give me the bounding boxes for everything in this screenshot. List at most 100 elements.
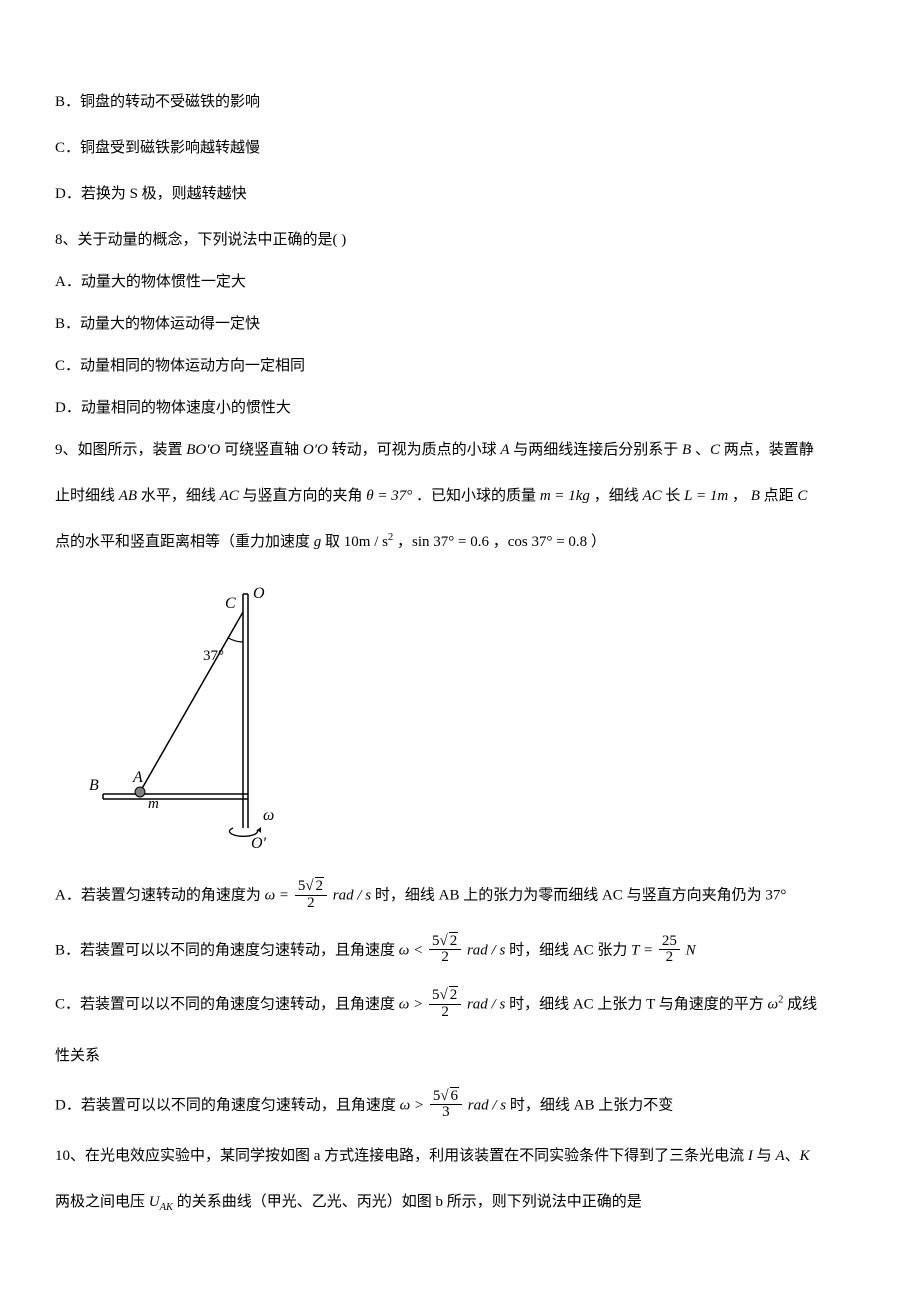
text: 点的水平和竖直距离相等（重力加速度 — [55, 534, 314, 550]
text: ．已知小球的质量 — [412, 488, 540, 504]
text: ，细线 — [590, 488, 643, 504]
seg-ab: AB — [119, 488, 137, 504]
q8-stem: 8、关于动量的概念，下列说法中正确的是( ) — [55, 228, 865, 252]
text: D．若装置可以以不同的角速度匀速转动，且角速度 — [55, 1097, 400, 1113]
text: 、 — [691, 442, 710, 458]
text: 与 — [753, 1148, 776, 1164]
text: 两点，装置静 — [720, 442, 814, 458]
unit: rad / s — [467, 997, 505, 1013]
point-a: A — [500, 442, 509, 458]
unit: rad / s — [468, 1097, 506, 1113]
frac-den: 2 — [659, 950, 680, 966]
seg-ac: AC — [220, 488, 239, 504]
label-angle: 37° — [203, 648, 224, 664]
text: 时，细线 AB 上的张力为零而细线 AC 与竖直方向夹角仍为 37° — [371, 888, 786, 904]
q8-option-a: A．动量大的物体惯性一定大 — [55, 270, 865, 294]
text: 两极之间电压 — [55, 1194, 149, 1210]
text: ， — [393, 534, 412, 550]
omega2: ω — [768, 997, 779, 1013]
frac-num: 25 — [659, 934, 680, 951]
frac-num: 5√2 — [429, 934, 461, 951]
label-oprime: O′ — [251, 835, 267, 852]
text: 可绕竖直轴 — [220, 442, 303, 458]
axis-symbol: BO′O — [186, 442, 220, 458]
label-o: O — [253, 585, 265, 602]
q7-option-d: D．若换为 S 极，则越转越快 — [55, 182, 865, 206]
fraction: 5√6 3 — [430, 1089, 462, 1122]
omega-eq: ω = — [265, 888, 289, 904]
sin-eq: sin 37° = 0.6 — [412, 534, 489, 550]
cos-eq: cos 37° = 0.8 — [508, 534, 587, 550]
frac-num: 5√2 — [429, 988, 461, 1005]
q8-option-c: C．动量相同的物体运动方向一定相同 — [55, 354, 865, 378]
l-eq: L = 1m — [684, 488, 728, 504]
text: 水平，细线 — [137, 488, 220, 504]
fraction: 5√2 2 — [295, 879, 327, 912]
fraction: 5√2 2 — [429, 988, 461, 1021]
frac-den: 2 — [429, 1005, 461, 1021]
label-omega: ω — [263, 807, 274, 824]
omega-rel: ω < — [399, 942, 423, 958]
text: ， — [728, 488, 751, 504]
text: 成线 — [783, 997, 817, 1013]
q9-stem-line2: 止时细线 AB 水平，细线 AC 与竖直方向的夹角 θ = 37° ．已知小球的… — [55, 484, 865, 508]
text: 的关系曲线（甲光、乙光、丙光）如图 b 所示，则下列说法中正确的是 — [173, 1194, 642, 1210]
text: 与竖直方向的夹角 — [239, 488, 367, 504]
q10-line1: 10、在光电效应实验中，某同学按如图 a 方式连接电路，利用该装置在不同实验条件… — [55, 1144, 865, 1168]
frac-den: 3 — [430, 1105, 462, 1121]
q9-option-d: D．若装置可以以不同的角速度匀速转动，且角速度 ω > 5√6 3 rad / … — [55, 1090, 865, 1123]
text: 点距 — [760, 488, 798, 504]
A-symbol: A — [775, 1148, 784, 1164]
label-c: C — [225, 595, 236, 612]
fraction: 25 2 — [659, 934, 680, 967]
text: A．若装置匀速转动的角速度为 — [55, 888, 265, 904]
frac-num: 5√6 — [430, 1089, 462, 1106]
q9-stem-line1: 9、如图所示，装置 BO′O 可绕竖直轴 O′O 转动，可视为质点的小球 A 与… — [55, 438, 865, 462]
text: 时，细线 AC 张力 — [505, 942, 631, 958]
unit: rad / s — [467, 942, 505, 958]
text: 时，细线 AB 上张力不变 — [506, 1097, 673, 1113]
q9-stem-line3: 点的水平和竖直距离相等（重力加速度 g 取 10m / s2 ，sin 37° … — [55, 530, 865, 554]
q9-figure: O O′ C B A m 37° ω — [85, 576, 865, 864]
fraction: 5√2 2 — [429, 934, 461, 967]
text: 、 — [785, 1148, 800, 1164]
q7-option-b: B．铜盘的转动不受磁铁的影响 — [55, 90, 865, 114]
unit: rad / s — [333, 888, 371, 904]
q10-line2: 两极之间电压 UAK 的关系曲线（甲光、乙光、丙光）如图 b 所示，则下列说法中… — [55, 1190, 865, 1217]
frac-num: 5√2 — [295, 879, 327, 896]
q9-option-a: A．若装置匀速转动的角速度为 ω = 5√2 2 rad / s 时，细线 AB… — [55, 880, 865, 913]
exam-page: B．铜盘的转动不受磁铁的影响 C．铜盘受到磁铁影响越转越慢 D．若换为 S 极，… — [0, 0, 920, 1302]
m-eq: m = 1kg — [540, 488, 590, 504]
q8-option-b: B．动量大的物体运动得一定快 — [55, 312, 865, 336]
text: 转动，可视为质点的小球 — [328, 442, 501, 458]
label-b: B — [89, 777, 99, 794]
q7-option-c: C．铜盘受到磁铁影响越转越慢 — [55, 136, 865, 160]
point-c: C — [710, 442, 720, 458]
U-symbol: U — [149, 1194, 160, 1210]
text: 9、如图所示，装置 — [55, 442, 186, 458]
point-c2: C — [797, 488, 807, 504]
text: 长 — [662, 488, 685, 504]
U-subscript: AK — [160, 1202, 173, 1213]
axis-symbol: O′O — [303, 442, 328, 458]
q9-option-c-cont: 性关系 — [55, 1044, 865, 1068]
label-a: A — [132, 769, 143, 786]
gvtxt: 10m / s — [344, 534, 388, 550]
point-b2: B — [751, 488, 760, 504]
q9-option-b: B．若装置可以以不同的角速度匀速转动，且角速度 ω < 5√2 2 rad / … — [55, 935, 865, 968]
K-symbol: K — [800, 1148, 810, 1164]
g-value: 10m / s2 — [344, 534, 393, 550]
omega-rel: ω > — [399, 997, 423, 1013]
text: ） — [587, 534, 606, 550]
diagram-svg: O O′ C B A m 37° ω — [85, 576, 285, 856]
text: ， — [489, 534, 508, 550]
label-m: m — [148, 796, 159, 812]
seg-ac2: AC — [642, 488, 661, 504]
omega-rel: ω > — [400, 1097, 424, 1113]
theta-eq: θ = 37° — [366, 488, 412, 504]
q8-option-d: D．动量相同的物体速度小的惯性大 — [55, 396, 865, 420]
text: 时，细线 AC 上张力 T 与角速度的平方 — [505, 997, 767, 1013]
point-b: B — [682, 442, 691, 458]
text: C．若装置可以以不同的角速度匀速转动，且角速度 — [55, 997, 399, 1013]
text: 止时细线 — [55, 488, 119, 504]
